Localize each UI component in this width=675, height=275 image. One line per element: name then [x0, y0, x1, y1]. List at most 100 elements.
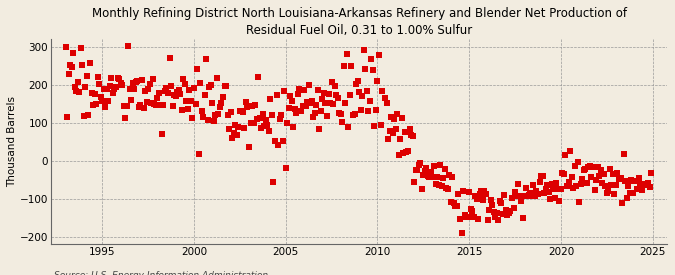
Point: [66, 65, 77, 70]
Point: [601, 191, 612, 196]
Point: [196, 109, 207, 113]
Point: [475, 192, 485, 196]
Point: [233, 125, 244, 130]
Point: [188, 86, 199, 90]
Point: [416, 187, 427, 191]
Point: [200, 56, 211, 61]
Point: [462, 215, 473, 219]
Point: [164, 56, 175, 60]
Point: [215, 105, 225, 109]
Point: [627, 191, 638, 196]
Point: [513, 182, 524, 186]
Point: [126, 98, 137, 102]
Point: [294, 87, 305, 91]
Point: [583, 164, 594, 169]
Point: [533, 192, 543, 196]
Point: [442, 187, 453, 191]
Point: [181, 99, 192, 103]
Point: [118, 104, 129, 108]
Point: [556, 186, 566, 191]
Point: [575, 182, 586, 186]
Point: [360, 67, 371, 71]
Point: [418, 172, 429, 177]
Point: [269, 139, 280, 143]
Point: [119, 116, 130, 120]
Point: [173, 88, 184, 92]
Point: [68, 51, 78, 55]
Point: [540, 187, 551, 192]
Point: [286, 99, 297, 104]
Point: [490, 214, 501, 219]
Point: [163, 91, 173, 96]
Point: [211, 76, 222, 80]
Point: [534, 180, 545, 184]
Point: [450, 204, 461, 209]
Point: [577, 176, 588, 181]
Point: [70, 85, 80, 89]
Point: [396, 116, 407, 120]
Point: [117, 82, 128, 87]
Point: [430, 182, 441, 186]
Point: [106, 76, 117, 80]
Point: [446, 200, 456, 204]
Point: [246, 103, 257, 108]
Point: [250, 103, 261, 107]
Point: [305, 101, 316, 106]
Point: [467, 209, 478, 213]
Point: [92, 75, 103, 79]
Point: [363, 108, 374, 113]
Point: [371, 108, 381, 112]
Point: [279, 89, 290, 93]
Point: [548, 187, 559, 191]
Point: [90, 101, 101, 106]
Point: [546, 182, 557, 186]
Point: [267, 113, 277, 117]
Point: [637, 188, 647, 192]
Point: [153, 91, 164, 95]
Point: [525, 191, 536, 195]
Point: [611, 182, 622, 187]
Point: [141, 100, 152, 104]
Point: [158, 103, 169, 107]
Point: [375, 122, 386, 127]
Point: [508, 206, 519, 211]
Point: [354, 89, 364, 94]
Point: [186, 99, 196, 103]
Point: [574, 200, 585, 205]
Point: [209, 119, 219, 123]
Point: [526, 194, 537, 198]
Point: [608, 172, 618, 177]
Point: [632, 187, 643, 191]
Point: [349, 112, 360, 116]
Point: [523, 193, 534, 197]
Point: [432, 175, 443, 179]
Point: [232, 132, 242, 137]
Point: [646, 170, 657, 175]
Point: [543, 189, 554, 194]
Point: [539, 191, 549, 196]
Point: [629, 179, 640, 183]
Point: [404, 126, 415, 131]
Point: [144, 82, 155, 86]
Point: [429, 163, 439, 168]
Point: [563, 180, 574, 185]
Point: [491, 211, 502, 215]
Point: [395, 137, 406, 141]
Point: [308, 114, 319, 119]
Point: [511, 194, 522, 198]
Point: [559, 171, 570, 176]
Point: [300, 104, 311, 108]
Point: [303, 82, 314, 87]
Point: [112, 76, 123, 80]
Point: [194, 81, 205, 86]
Point: [461, 214, 472, 219]
Point: [115, 81, 126, 85]
Point: [589, 188, 600, 192]
Point: [500, 208, 511, 212]
Point: [402, 148, 413, 153]
Point: [367, 67, 378, 72]
Point: [401, 150, 412, 154]
Point: [464, 189, 475, 194]
Point: [60, 45, 71, 49]
Point: [302, 100, 313, 104]
